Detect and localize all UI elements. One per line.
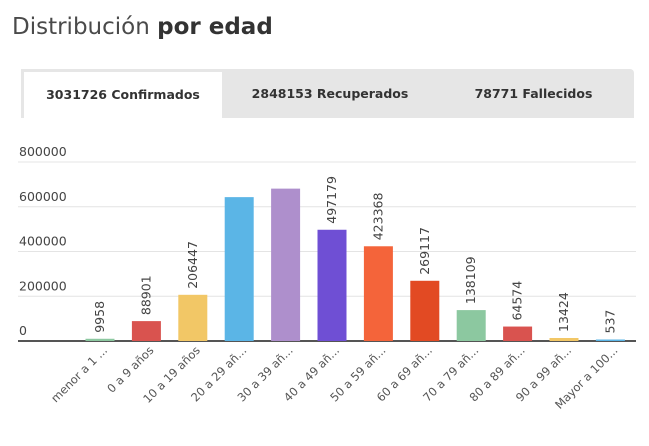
bar-data-label: 9958 xyxy=(92,301,107,333)
bar[interactable] xyxy=(178,294,208,341)
bar-data-label: 13424 xyxy=(556,292,571,332)
bar[interactable] xyxy=(85,338,115,341)
y-tick-label: 400000 xyxy=(19,234,67,249)
bar[interactable] xyxy=(549,337,579,341)
y-tick-label: 800000 xyxy=(19,144,67,159)
bar-data-label: 64574 xyxy=(510,281,525,321)
tab-confirmados[interactable]: 3031726 Confirmados xyxy=(21,69,222,118)
tab-recuperados[interactable]: 2848153 Recuperados xyxy=(251,86,409,101)
bar[interactable] xyxy=(271,188,301,341)
title-regular: Distribución xyxy=(12,14,150,40)
bar[interactable] xyxy=(317,229,347,341)
tab-fallecidos[interactable]: 78771 Fallecidos xyxy=(474,86,593,101)
bar-data-label: 269117 xyxy=(417,227,432,275)
bar[interactable] xyxy=(131,321,161,341)
bar-data-label: 537 xyxy=(602,310,617,334)
bar-data-label: 138109 xyxy=(463,256,478,304)
y-tick-label: 600000 xyxy=(19,189,67,204)
tab-bar: 3031726 Confirmados 2848153 Recuperados … xyxy=(21,69,634,118)
bar-data-label: 88901 xyxy=(138,275,153,315)
bar-data-label: 423368 xyxy=(370,193,385,241)
bar[interactable] xyxy=(363,246,393,341)
bar[interactable] xyxy=(456,310,486,341)
bar[interactable] xyxy=(410,280,440,341)
age-distribution-chart: 800000 600000 400000 200000 0 9958 menor a 1 .… xyxy=(18,144,636,412)
bar[interactable] xyxy=(503,326,533,341)
bar-data-label: 497179 xyxy=(324,176,339,224)
bar[interactable] xyxy=(224,197,254,341)
y-tick-label: 200000 xyxy=(19,278,67,293)
title-bold: por edad xyxy=(157,14,273,40)
bar-data-label: 206447 xyxy=(185,241,200,289)
y-tick-label: 0 xyxy=(19,323,27,338)
page-title: Distribución por edad xyxy=(12,14,273,40)
x-category-label: menor a 1 ... xyxy=(48,343,110,405)
bar[interactable] xyxy=(595,339,625,342)
